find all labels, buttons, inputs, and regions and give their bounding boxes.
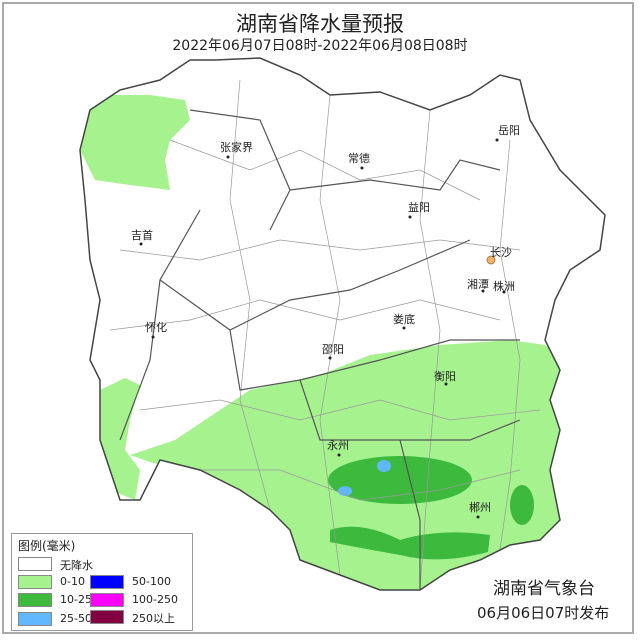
city-label: 株洲 (493, 279, 515, 293)
forecast-period: 2022年06月07日08时-2022年06月08日08时 (172, 38, 468, 54)
legend-title: 图例(毫米) (18, 539, 76, 553)
legend-label: 无降水 (60, 559, 93, 572)
legend-swatch (90, 575, 124, 589)
city-label: 岳阳 (498, 124, 520, 137)
city-label: 吉首 (131, 228, 153, 242)
rain-25-50-area (377, 460, 391, 472)
issue-time: 06月06日07时发布 (477, 604, 610, 622)
city-label: 湘潭 (467, 277, 489, 291)
county-borders (109, 79, 541, 590)
rain-10-25-area (328, 456, 472, 504)
city-label: 长沙 (490, 246, 512, 259)
legend-swatch (18, 612, 52, 626)
legend-swatch (18, 557, 52, 571)
legend-label: 100-250 (132, 593, 178, 606)
city-label: 邵阳 (322, 343, 344, 356)
legend-label: 25-50 (60, 612, 92, 625)
rain-25-50-area (338, 486, 352, 496)
legend-swatch (18, 575, 52, 589)
city-label: 常德 (348, 151, 370, 165)
city-label: 益阳 (408, 200, 430, 214)
city-borders (119, 109, 521, 590)
legend-label: 50-100 (132, 575, 171, 588)
city-label: 娄底 (393, 312, 415, 326)
rain-0-10-northwest (80, 95, 190, 190)
city-label: 衡阳 (434, 370, 456, 383)
legend-label: 10-25 (60, 593, 92, 606)
map-frame (2, 2, 634, 634)
city-label: 永州 (327, 438, 349, 452)
city-label: 怀化 (145, 320, 167, 334)
city-labels: 张家界 常德 岳阳 吉首 益阳 长沙 湘潭 株洲 怀化 娄底 邵阳 衡阳 永州 … (131, 124, 520, 519)
legend-swatch (18, 593, 52, 607)
legend-swatch (90, 610, 124, 624)
legend-label: 0-10 (60, 575, 85, 588)
city-label: 张家界 (220, 140, 253, 154)
legend-swatch (90, 593, 124, 607)
rain-10-25-band (330, 526, 490, 560)
issuer: 湖南省气象台 (493, 579, 595, 599)
legend-label: 250以上 (132, 612, 175, 625)
city-label: 郴州 (469, 500, 491, 514)
map-title: 湖南省降水量预报 (236, 12, 404, 36)
capital-marker (486, 255, 496, 265)
rain-10-25-east (510, 485, 534, 525)
legend: 图例(毫米) 无降水 0-10 10-25 25-50 50-100 100-2… (11, 533, 193, 631)
